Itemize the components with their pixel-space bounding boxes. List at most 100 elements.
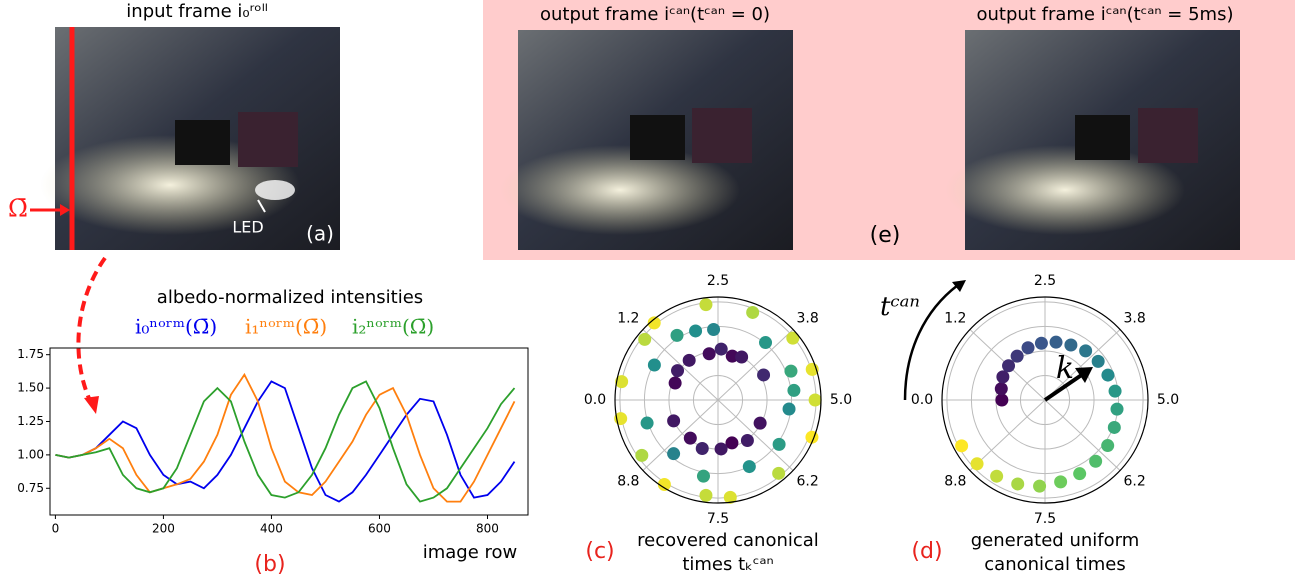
point: [971, 457, 984, 470]
point: [809, 394, 822, 407]
point: [746, 306, 759, 319]
point: [773, 438, 786, 451]
y-tick-label: 1.75: [17, 347, 44, 361]
x-tick-label: 0: [52, 522, 60, 536]
theta-tick-label: 5.0: [1157, 392, 1179, 408]
point: [648, 359, 661, 372]
point: [1011, 477, 1024, 490]
point: [1035, 337, 1048, 350]
point: [1073, 467, 1086, 480]
caption: times tₖᶜᵃⁿ: [682, 554, 773, 575]
chart-title: albedo-normalized intensities: [157, 287, 423, 308]
photo: [40, 27, 340, 250]
point: [995, 382, 1008, 395]
point: [754, 417, 767, 430]
panel-title: output frame iᶜᵃⁿ(tᶜᵃⁿ = 0): [540, 4, 770, 25]
data-line: [55, 381, 514, 501]
point: [995, 394, 1008, 407]
point: [641, 417, 654, 430]
point: [667, 447, 680, 460]
grid-spoke: [718, 400, 793, 471]
x-tick-label: 600: [368, 522, 391, 536]
theta-tick-label: 0.0: [911, 392, 933, 408]
theta-tick-label: 7.5: [707, 511, 729, 527]
x-tick-label: 200: [152, 522, 175, 536]
point: [684, 432, 697, 445]
photo: [945, 30, 1240, 250]
point: [671, 364, 684, 377]
point: [990, 470, 1003, 483]
point: [1101, 369, 1114, 382]
data-line: [55, 381, 514, 501]
plot-frame: [50, 348, 528, 515]
theta-tick-label: 0.0: [584, 392, 606, 408]
theta-tick-label: 1.2: [617, 311, 639, 327]
point: [1109, 385, 1122, 398]
arrow-head: [84, 396, 99, 414]
point: [669, 377, 682, 390]
y-tick-label: 1.00: [17, 447, 44, 461]
led-label: LED: [232, 218, 263, 237]
grid-spoke: [643, 400, 718, 471]
theta-tick-label: 6.2: [797, 473, 819, 489]
panel-tag: (d): [911, 539, 942, 564]
point: [683, 354, 696, 367]
grid-spoke: [718, 329, 793, 400]
theta-tick-label: 2.5: [707, 273, 729, 289]
point: [667, 414, 680, 427]
point: [772, 467, 785, 480]
point: [784, 365, 797, 378]
dashed-arrow: [78, 258, 105, 405]
x-axis-label: image row: [423, 542, 518, 563]
caption: canonical times: [984, 554, 1125, 575]
panel-tag: (b): [254, 552, 285, 577]
caption: recovered canonical: [637, 530, 819, 551]
point: [759, 336, 772, 349]
theta-tick-label: 2.5: [1034, 273, 1056, 289]
theta-tick-label: 6.2: [1124, 473, 1146, 489]
figure: Ω̄ input frame i₀ʳᵒˡˡ LED (a) output fra…: [0, 0, 1295, 583]
point: [1079, 344, 1092, 357]
x-tick-label: 400: [260, 522, 283, 536]
point: [1002, 359, 1015, 372]
point: [638, 333, 651, 346]
theta-tick-label: 3.8: [1124, 311, 1146, 327]
point: [1101, 439, 1114, 452]
point: [1054, 475, 1067, 488]
point: [757, 368, 770, 381]
legend-entry: i₂ⁿᵒʳᵐ(Ω̄): [352, 315, 434, 339]
theta-tick-label: 8.8: [617, 473, 639, 489]
theta-tick-label: 1.2: [944, 311, 966, 327]
point: [783, 402, 796, 415]
point: [715, 442, 728, 455]
point: [699, 298, 712, 311]
point: [1064, 338, 1077, 351]
point: [1111, 403, 1124, 416]
point: [955, 439, 968, 452]
x-tick-label: 800: [476, 522, 499, 536]
point: [703, 347, 716, 360]
theta-tick-label: 8.8: [944, 473, 966, 489]
legend-entry: i₀ⁿᵒʳᵐ(Ω̄): [135, 315, 217, 339]
legend-entry: i₁ⁿᵒʳᵐ(Ω̄): [245, 315, 327, 339]
point: [996, 370, 1009, 383]
caption: generated uniform: [971, 530, 1139, 551]
point: [741, 434, 754, 447]
theta-tick-label: 7.5: [1034, 511, 1056, 527]
point: [1108, 421, 1121, 434]
point: [707, 323, 720, 336]
point: [696, 442, 709, 455]
point: [1092, 355, 1105, 368]
y-tick-label: 1.25: [17, 414, 44, 428]
photo: [500, 30, 793, 250]
point: [787, 384, 800, 397]
point: [1022, 341, 1035, 354]
panel-tag: (a): [306, 222, 334, 246]
theta-tick-label: 3.8: [797, 311, 819, 327]
y-tick-label: 0.75: [17, 481, 44, 495]
point: [743, 460, 756, 473]
point: [697, 470, 710, 483]
point: [1033, 480, 1046, 493]
point: [1089, 455, 1102, 468]
panel-title: output frame iᶜᵃⁿ(tᶜᵃⁿ = 5ms): [977, 4, 1234, 25]
